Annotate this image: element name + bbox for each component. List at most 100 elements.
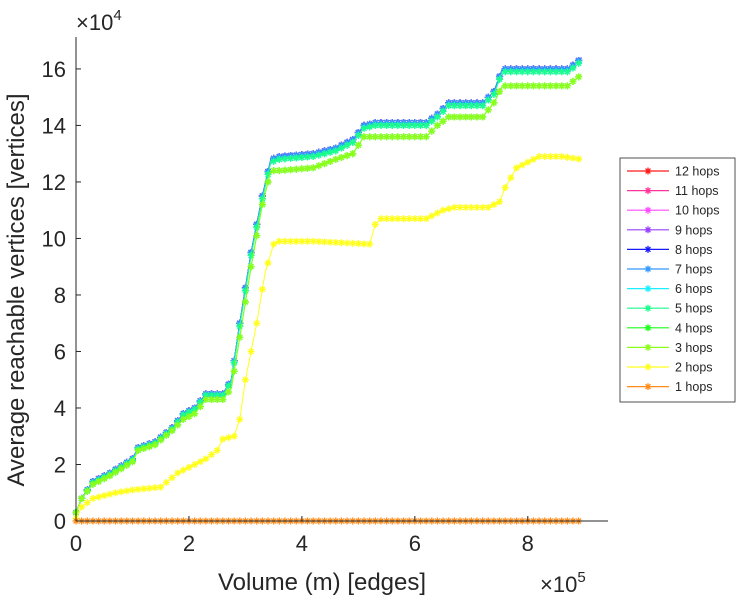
data-point-marker (507, 174, 515, 182)
data-point-marker (196, 403, 204, 411)
data-point-marker (230, 367, 238, 375)
data-point-marker (151, 441, 159, 449)
legend-item[interactable]: 8 hops (627, 243, 713, 257)
data-point-marker (112, 489, 120, 497)
legend-item[interactable]: 6 hops (627, 282, 713, 296)
data-point-marker (563, 153, 571, 161)
data-point-marker (89, 494, 97, 502)
data-point-marker (405, 215, 413, 223)
y-tick-label: 6 (54, 339, 66, 364)
data-point-marker (191, 460, 199, 468)
data-point-marker (258, 201, 266, 209)
data-point-marker (428, 212, 436, 220)
y-tick-label: 16 (42, 57, 66, 82)
data-point-marker (484, 106, 492, 114)
data-point-marker (383, 133, 391, 141)
legend-label: 7 hops (675, 263, 713, 277)
series-layer (72, 56, 583, 525)
data-point-marker (462, 203, 470, 211)
data-point-marker (563, 68, 571, 76)
legend-item[interactable]: 12 hops (627, 165, 719, 179)
data-point-marker (417, 215, 425, 223)
legend-marker-icon (644, 343, 652, 351)
data-point-marker (501, 68, 509, 76)
data-point-marker (202, 396, 210, 404)
legend-item[interactable]: 3 hops (627, 341, 713, 355)
data-point-marker (112, 468, 120, 476)
data-point-marker (191, 410, 199, 418)
data-point-marker (479, 102, 487, 110)
x-tick-label: 6 (409, 531, 421, 556)
series-3-hops (72, 73, 583, 517)
data-point-marker (400, 133, 408, 141)
data-point-marker (230, 359, 238, 367)
data-point-marker (360, 124, 368, 132)
data-point-marker (258, 285, 266, 293)
data-point-marker (405, 133, 413, 141)
data-point-marker (241, 298, 249, 306)
data-point-marker (213, 446, 221, 454)
legend-item[interactable]: 2 hops (627, 361, 713, 375)
data-point-marker (371, 220, 379, 228)
data-point-marker (360, 240, 368, 248)
x-tick-label: 2 (183, 531, 195, 556)
data-point-marker (191, 405, 199, 413)
legend-box (619, 157, 736, 403)
legend-item[interactable]: 1 hops (627, 380, 713, 394)
data-point-marker (450, 203, 458, 211)
data-point-marker (287, 237, 295, 245)
data-point-marker (558, 153, 566, 161)
data-point-marker (417, 121, 425, 129)
data-point-marker (219, 435, 227, 443)
data-point-marker (456, 102, 464, 110)
data-point-marker (411, 215, 419, 223)
data-point-marker (315, 151, 323, 159)
legend-item[interactable]: 9 hops (627, 223, 713, 237)
y-tick-label: 14 (42, 113, 66, 138)
data-point-marker (196, 458, 204, 466)
data-point-marker (270, 240, 278, 248)
legend-marker-icon (644, 245, 652, 253)
data-point-marker (320, 150, 328, 158)
data-point-marker (343, 152, 351, 160)
data-point-marker (287, 154, 295, 162)
data-point-marker (157, 483, 165, 491)
legend-item[interactable]: 5 hops (627, 302, 713, 316)
data-point-marker (343, 141, 351, 149)
data-point-marker (439, 107, 447, 115)
legend-item[interactable]: 7 hops (627, 263, 713, 277)
data-point-marker (315, 238, 323, 246)
legend-marker-icon (644, 324, 652, 332)
data-point-marker (383, 121, 391, 129)
legend-item[interactable]: 10 hops (627, 204, 719, 218)
data-point-marker (241, 376, 249, 384)
data-point-marker (535, 153, 543, 161)
data-point-marker (270, 157, 278, 165)
data-point-marker (360, 133, 368, 141)
data-point-marker (371, 121, 379, 129)
legend-item[interactable]: 11 hops (627, 184, 719, 198)
y-tick-label: 10 (42, 226, 66, 251)
data-point-marker (145, 484, 153, 492)
data-point-marker (298, 237, 306, 245)
data-point-marker (89, 480, 97, 488)
data-point-marker (309, 164, 317, 172)
data-point-marker (253, 223, 261, 231)
data-point-marker (354, 131, 362, 139)
data-point-marker (575, 155, 583, 163)
legend-item[interactable]: 4 hops (627, 321, 713, 335)
data-point-marker (162, 478, 170, 486)
data-point-marker (394, 215, 402, 223)
data-point-marker (456, 113, 464, 121)
data-point-marker (219, 391, 227, 399)
data-point-marker (326, 157, 334, 165)
data-point-marker (524, 82, 532, 90)
data-point-marker (405, 121, 413, 129)
data-point-marker (394, 133, 402, 141)
data-point-marker (320, 160, 328, 168)
data-point-marker (332, 238, 340, 246)
data-point-marker (140, 444, 148, 452)
data-point-marker (224, 434, 232, 442)
data-point-marker (117, 465, 125, 473)
data-point-marker (377, 133, 385, 141)
